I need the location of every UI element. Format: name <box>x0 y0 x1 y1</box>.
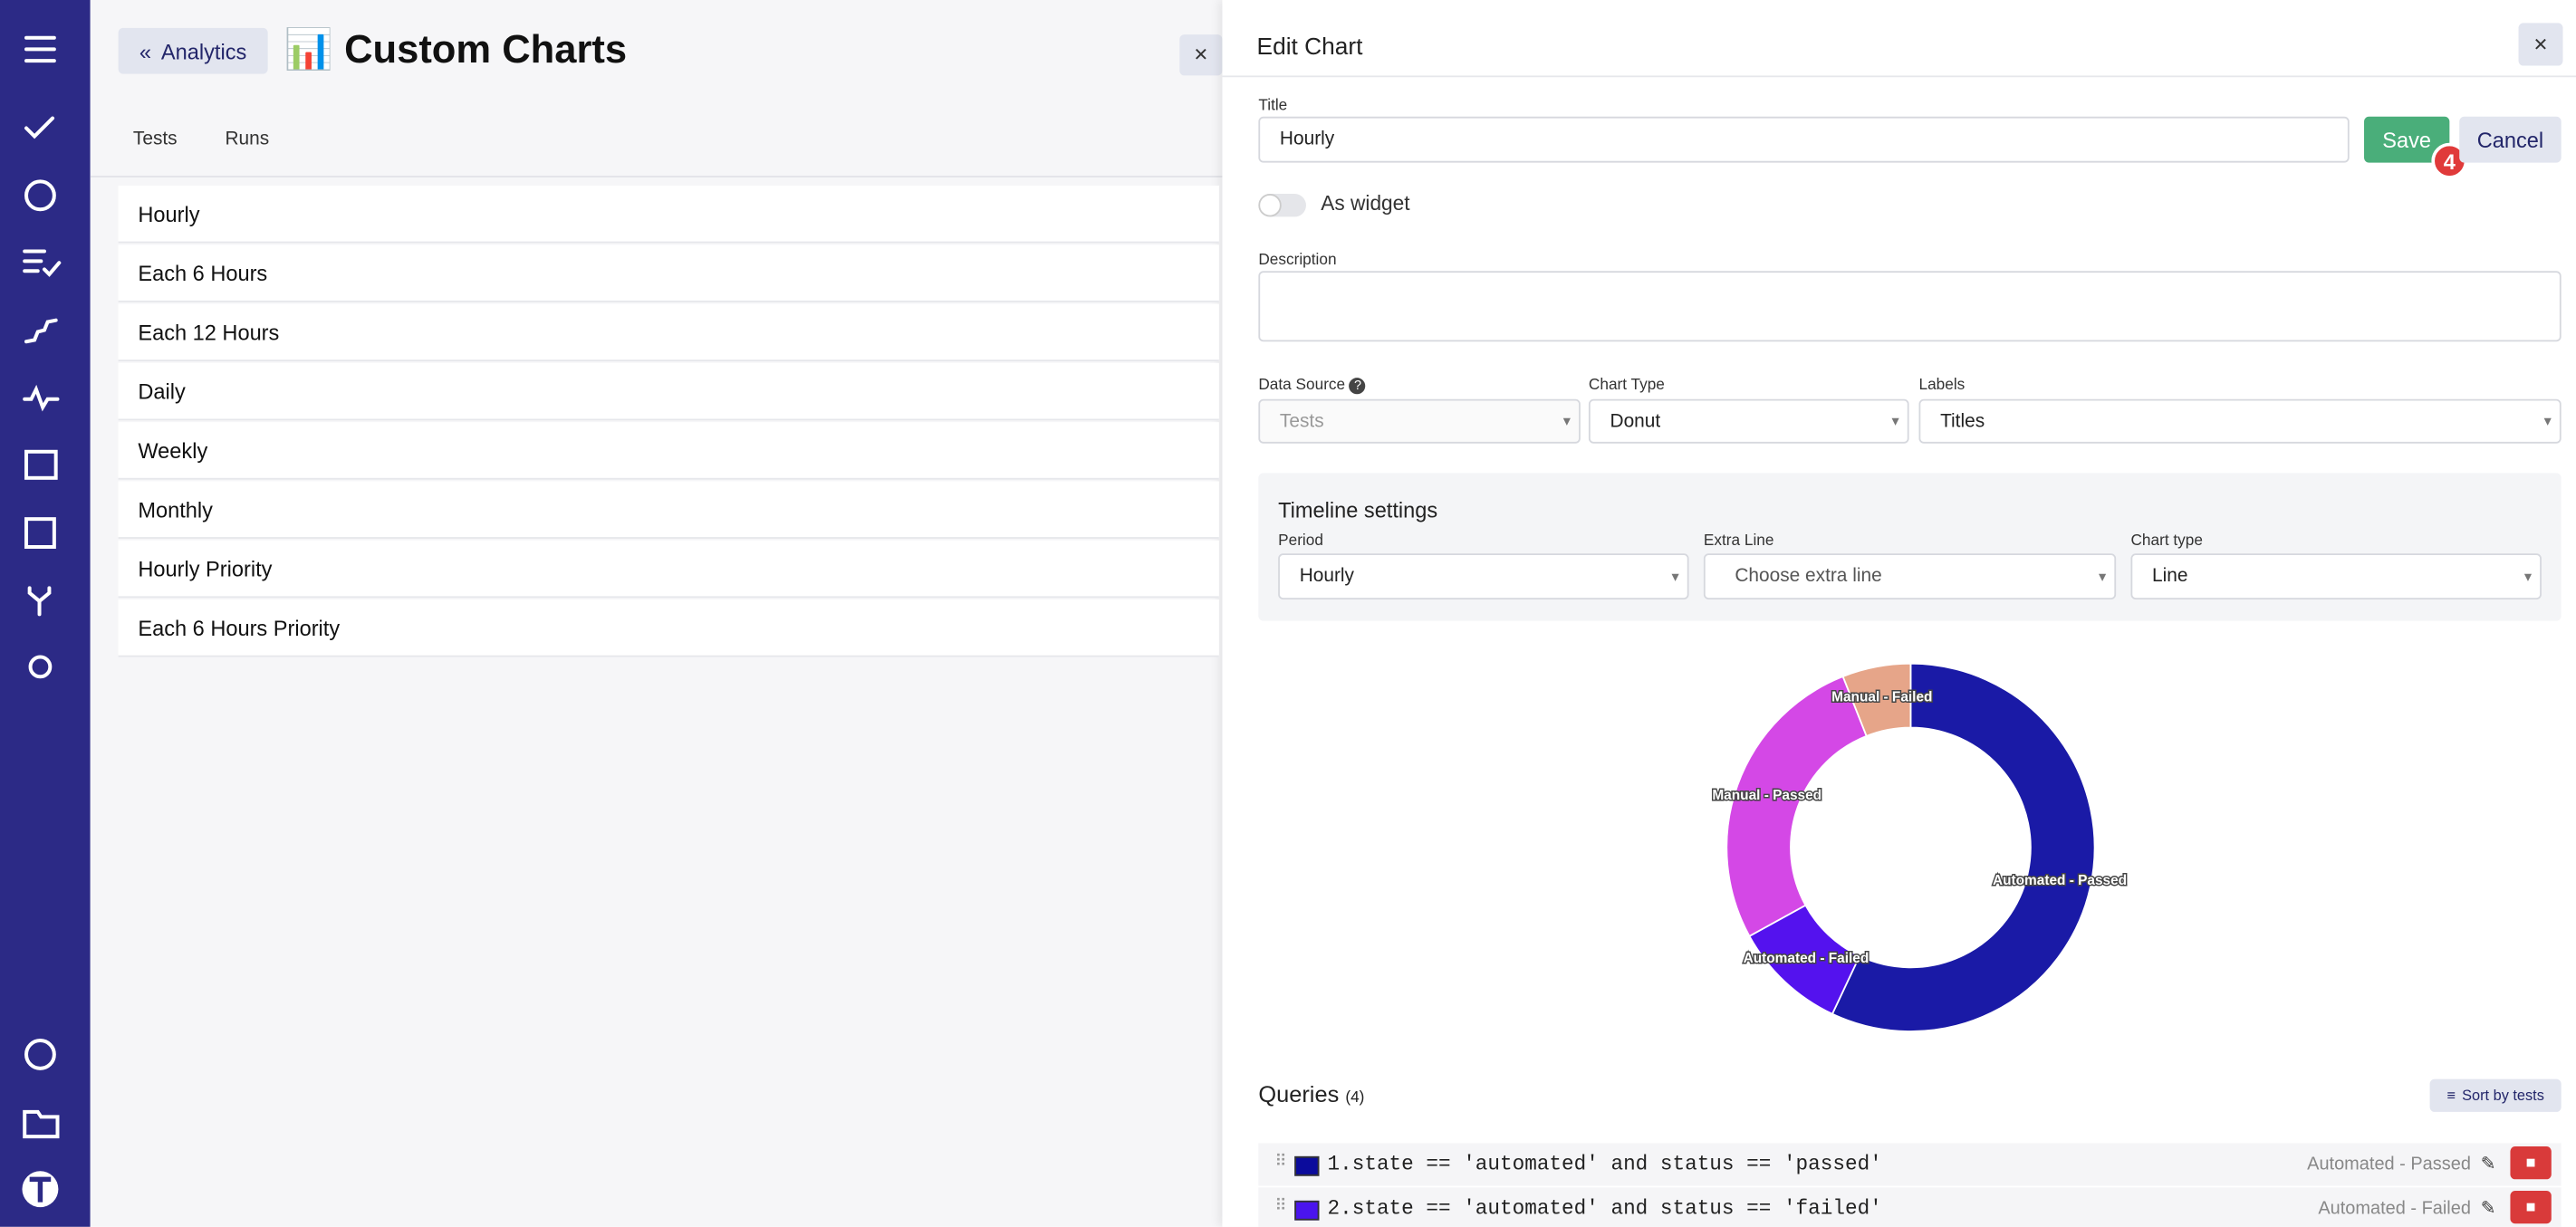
query-row <box>1258 1143 2562 1186</box>
select-value: Line <box>2152 566 2188 587</box>
chart-list-item[interactable]: Hourly <box>118 185 1219 244</box>
plans-icon[interactable] <box>23 249 62 277</box>
menu-icon[interactable] <box>24 35 56 63</box>
donut-slice <box>1841 662 1912 737</box>
drag-handle[interactable]: ⠿ <box>1274 1153 1287 1172</box>
pulse-icon[interactable] <box>23 384 60 412</box>
donut-slice <box>1725 675 1868 938</box>
query-label: Automated - Passed <box>2307 1155 2471 1174</box>
cancel-button[interactable]: Cancel <box>2459 116 2562 163</box>
settings-icon[interactable] <box>28 655 53 679</box>
chart-list-item[interactable]: Each 12 Hours <box>118 303 1219 362</box>
field-label: Chart type <box>2130 532 2203 551</box>
query-row <box>1258 1187 2562 1227</box>
import-icon[interactable] <box>24 449 58 480</box>
data-source-select: Tests <box>1258 398 1581 444</box>
field-label: Extra Line <box>1703 532 1774 551</box>
chart-list-item[interactable]: Weekly <box>118 422 1219 480</box>
slice-label: Automated - Passed <box>1993 873 2127 888</box>
chart-list-item[interactable]: Hourly Priority <box>118 540 1219 599</box>
slice-label: Manual - Failed <box>1831 689 1932 705</box>
slice-label: Manual - Passed <box>1712 788 1821 803</box>
delete-button[interactable]: ■ <box>2510 1146 2552 1180</box>
chart-list-item[interactable]: Daily <box>118 362 1219 421</box>
field-label: Title <box>1258 97 1288 115</box>
heading-text: Queries <box>1258 1080 1340 1107</box>
editor-heading: Edit Chart <box>1256 34 1363 62</box>
sidebar <box>0 0 91 1227</box>
description-input[interactable] <box>1258 271 2562 342</box>
select-value: Titles <box>1940 411 1985 432</box>
query-color <box>1294 1200 1320 1221</box>
select-value: Tests <box>1279 411 1324 432</box>
field-label: Data Source ? <box>1258 376 1367 395</box>
divider <box>90 176 1223 177</box>
close-list-button[interactable]: ✕ <box>1179 34 1223 76</box>
chart-list-item[interactable]: Each 6 Hours Priority <box>118 599 1219 657</box>
title-input[interactable]: Hourly <box>1258 116 2350 163</box>
tab[interactable]: Tests <box>132 129 178 150</box>
select-value: Hourly <box>1299 566 1354 587</box>
tests-icon[interactable] <box>24 116 55 139</box>
queries-count: (4) <box>1345 1088 1365 1107</box>
query-label: Automated - Failed <box>2318 1199 2471 1219</box>
donut-chart: Automated - Passed Automated - Failed Manu… <box>1711 662 2129 1032</box>
chart-type-select[interactable]: Donut <box>1588 398 1909 444</box>
sort-button[interactable]: ≡ Sort by tests <box>2429 1078 2562 1112</box>
divider <box>1222 75 2576 78</box>
select-value: Choose extra line <box>1735 566 1882 587</box>
query-text: 2.state == 'automated' and status == 'fa… <box>1327 1197 1882 1221</box>
input-value: Hourly <box>1279 129 1335 150</box>
field-label: Chart Type <box>1588 376 1665 395</box>
period-select[interactable]: Hourly <box>1278 553 1689 600</box>
runs-icon[interactable] <box>24 179 56 212</box>
slice-label: Automated - Failed <box>1744 951 1870 966</box>
branch-icon[interactable] <box>27 586 52 617</box>
steps-icon[interactable] <box>24 318 58 344</box>
tab[interactable]: Runs <box>225 129 270 150</box>
field-label: Labels <box>1918 376 1966 395</box>
extra-line-select[interactable]: Choose extra line <box>1703 553 2117 600</box>
analytics-icon[interactable] <box>24 517 56 549</box>
query-text: 1.state == 'automated' and status == 'pa… <box>1327 1153 1882 1176</box>
back-label: Analytics <box>160 38 247 63</box>
toggle-label: As widget <box>1321 192 1410 216</box>
chart-list-item[interactable]: Monthly <box>118 481 1219 539</box>
drag-handle[interactable]: ⠿ <box>1274 1197 1287 1216</box>
help-icon[interactable] <box>24 1039 56 1070</box>
back-button[interactable]: «Analytics <box>118 27 268 74</box>
chart-list-item[interactable]: Each 6 Hours <box>118 244 1219 302</box>
delete-button[interactable]: ■ <box>2510 1190 2552 1224</box>
page-title: 📊 Custom Charts <box>284 27 628 72</box>
queries-heading: Queries (4) <box>1258 1080 1364 1107</box>
close-editor-button[interactable]: ✕ <box>2518 23 2563 66</box>
query-color <box>1294 1155 1320 1176</box>
edit-icon[interactable]: ✎ <box>2480 1199 2496 1219</box>
sort-label: Sort by tests <box>2462 1087 2544 1104</box>
donut-slice <box>1831 662 2096 1032</box>
field-label: Period <box>1278 532 1323 551</box>
field-label: Description <box>1258 251 1337 270</box>
edit-icon[interactable]: ✎ <box>2480 1155 2496 1174</box>
timeline-chart-type-select[interactable]: Line <box>2130 553 2542 600</box>
label-text: Data Source <box>1258 376 1346 395</box>
widget-toggle[interactable] <box>1258 194 1306 217</box>
labels-select[interactable]: Titles <box>1918 398 2562 444</box>
section-heading: Timeline settings <box>1278 497 1438 522</box>
projects-icon[interactable] <box>23 1109 60 1139</box>
select-value: Donut <box>1610 411 1661 432</box>
